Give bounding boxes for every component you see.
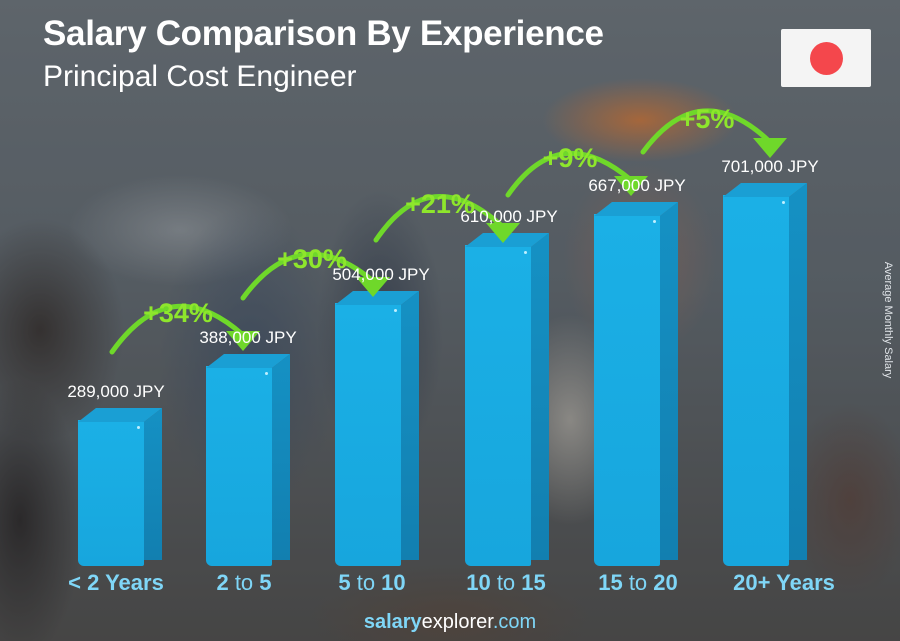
value-label: 504,000 JPY [332,265,430,284]
value-label: 289,000 JPY [67,382,165,401]
category-label-part: 15 [598,570,623,595]
y-axis-label: Average Monthly Salary [882,261,894,379]
bar-front-face [594,214,660,566]
value-label: 610,000 JPY [460,207,558,226]
watermark-salary: salary [363,611,422,633]
bar-side-face [789,183,807,560]
bar-highlight-dot [265,372,268,375]
bar-highlight-dot [782,201,785,204]
flag-sun-disc [810,42,843,75]
bar-highlight-dot [137,426,140,429]
category-label: 5 to 10 [338,570,405,596]
category-label-part: < 2 Years [68,570,164,595]
bar-5 [594,202,678,566]
category-label-part: to [490,570,522,595]
bar-side-face [401,291,419,560]
bar-6 [723,183,807,566]
category-label-part: 20+ Years [733,570,835,595]
category-label: 2 to 5 [216,570,271,596]
category-label-part: 15 [521,570,546,595]
bar-front-face [335,303,401,566]
bar-side-face [660,202,678,560]
increase-percent-label: +34% [143,298,213,328]
bar-highlight-dot [524,251,527,254]
increase-percent-label: +30% [277,244,347,274]
value-label: 388,000 JPY [199,328,297,347]
category-label-part: to [622,570,654,595]
bar-1 [78,408,162,566]
bar-front-face [723,195,789,566]
category-label-part: to [228,570,260,595]
category-label-part: 5 [338,570,351,595]
bar-side-face [144,408,162,560]
category-label-part: to [350,570,382,595]
bar-top-face [78,408,162,422]
category-label: 15 to 20 [598,570,678,596]
increase-percent-label: +9% [542,143,598,173]
watermark-com: .com [492,611,537,633]
chart-title: Salary Comparison By Experience [43,14,604,53]
value-label: 667,000 JPY [588,176,686,195]
bar-side-face [272,354,290,560]
bar-top-face [594,202,678,216]
bar-side-face [531,233,549,560]
category-label: < 2 Years [68,570,164,596]
increase-percent-label: +21% [405,189,475,219]
category-label: 20+ Years [733,570,835,596]
site-watermark: salaryexplorer.com [364,611,536,634]
category-label-part: 2 [216,570,229,595]
category-label-part: 10 [381,570,406,595]
category-label-part: 20 [653,570,678,595]
bar-2 [206,354,290,566]
bar-4 [465,233,549,566]
category-label-part: 10 [466,570,491,595]
increase-percent-label: +5% [679,104,735,134]
bar-front-face [78,420,144,566]
watermark-explorer: explorer [421,611,493,633]
bar-highlight-dot [394,309,397,312]
category-label-part: 5 [259,570,272,595]
chart-subtitle: Principal Cost Engineer [43,60,357,93]
bar-front-face [465,245,531,566]
bar-top-face [206,354,290,368]
japan-flag-icon [781,29,871,87]
bar-3 [335,291,419,566]
bar-highlight-dot [653,220,656,223]
bar-front-face [206,366,272,566]
bar-top-face [723,183,807,197]
value-label: 701,000 JPY [721,157,819,176]
category-label: 10 to 15 [466,570,546,596]
